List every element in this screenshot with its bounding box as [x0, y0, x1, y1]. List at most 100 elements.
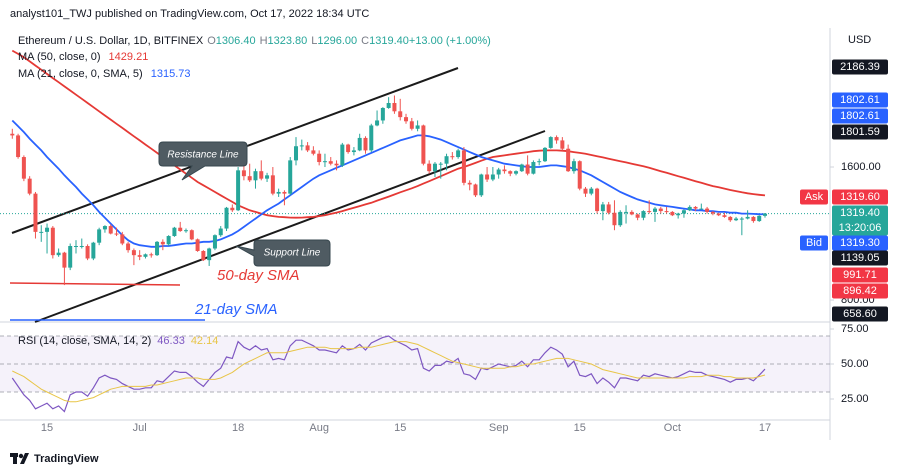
candle-body	[618, 211, 623, 226]
candle-body	[421, 125, 426, 164]
rsi-value: 46.33	[157, 335, 185, 347]
candle-body	[201, 250, 206, 261]
legend-line-50	[9, 282, 181, 286]
ohlc-key: L	[311, 35, 317, 47]
candle-body	[62, 252, 67, 268]
price-marker	[832, 124, 888, 140]
ma-value: 1429.21	[109, 51, 149, 63]
candle-body	[172, 227, 177, 237]
candle-body	[699, 208, 704, 210]
candle-body	[282, 191, 287, 194]
candle-body	[73, 246, 78, 248]
candle-body	[496, 169, 501, 175]
price-tag-label: Bid	[806, 237, 822, 249]
candle-body	[705, 208, 710, 212]
candle-body	[184, 230, 188, 232]
ma-name: MA (21, close, 0, SMA, 5)	[18, 68, 143, 80]
price-marker-label: 1802.61	[840, 110, 880, 122]
candle-body	[461, 150, 466, 183]
candle-body	[143, 254, 148, 257]
candle-body	[39, 231, 44, 233]
rsi-line	[12, 341, 766, 403]
candle-body	[502, 169, 507, 172]
ohlc-key: O	[207, 35, 216, 47]
candle-body	[131, 250, 136, 256]
candle-body	[207, 248, 212, 261]
candle-body	[525, 164, 530, 174]
candle-body	[432, 163, 437, 172]
candle-body	[670, 211, 675, 216]
candle-body	[380, 107, 385, 121]
rsi-tick-label: 75.00	[841, 323, 869, 335]
candle-body	[328, 161, 333, 164]
candle-body	[548, 137, 553, 148]
candle-body	[276, 191, 281, 194]
candle-body	[641, 211, 646, 218]
candle-body	[450, 156, 455, 158]
footer-brand: TradingView	[34, 453, 99, 465]
candle-body	[647, 211, 652, 213]
candle-body	[734, 218, 739, 221]
candle-body	[687, 206, 692, 211]
candle-body	[97, 229, 102, 243]
candle-body	[652, 208, 657, 212]
candle-body	[85, 246, 90, 259]
candle-body	[427, 163, 432, 172]
candle-body	[716, 213, 721, 216]
footer-bg	[0, 440, 900, 474]
candle-body	[56, 252, 61, 256]
price-marker-label: 1139.05	[841, 252, 880, 264]
x-tick-label: Jul	[133, 422, 147, 434]
logo	[10, 453, 29, 464]
candle-body	[612, 212, 617, 226]
candle-body	[456, 150, 461, 158]
publish-header: analyst101_TWJ published on TradingView.…	[10, 8, 369, 20]
candle-body	[589, 188, 594, 194]
ohlc-value: +13.00 (+1.00%)	[409, 35, 491, 47]
candle-body	[270, 175, 275, 194]
candle-body	[537, 161, 542, 163]
candle-body	[635, 214, 640, 218]
candle-body	[554, 137, 559, 141]
callout-box	[158, 141, 248, 181]
candle-body	[149, 254, 154, 256]
candle-body	[444, 156, 449, 164]
x-tick-label: Aug	[309, 422, 329, 434]
candle-body	[571, 161, 576, 172]
candle-body	[490, 174, 495, 180]
callout-text: Resistance Line	[167, 150, 239, 161]
ma-name: MA (50, close, 0)	[18, 51, 101, 63]
candle-body	[600, 204, 605, 212]
price-tag	[800, 189, 828, 205]
price-marker	[832, 235, 888, 251]
candle-body	[322, 161, 327, 163]
candle-body	[467, 182, 472, 185]
candle-body	[241, 170, 246, 177]
candle-body	[299, 145, 304, 147]
rsi-legend: RSI (14, close, SMA, 14, 2) 46.33 42.14	[18, 335, 218, 347]
candle-body	[508, 171, 513, 174]
rsi-value: 42.14	[191, 335, 219, 347]
callout-text: Support Line	[264, 248, 321, 259]
annotation-21: 21-day SMA	[194, 301, 278, 318]
price-tag	[800, 235, 828, 251]
ma-line	[11, 49, 766, 219]
candle-body	[739, 218, 744, 220]
candle-body	[351, 150, 356, 153]
candle-body	[288, 160, 293, 194]
candle-body	[606, 204, 611, 213]
candle-body	[751, 216, 756, 222]
candle-body	[624, 211, 629, 213]
x-tick-label: 17	[759, 422, 771, 434]
ohlc-value: 1319.40	[369, 35, 409, 47]
price-marker	[832, 283, 888, 299]
ohlc-key: C	[361, 35, 369, 47]
candle-body	[566, 148, 571, 172]
candle-body	[126, 243, 131, 251]
x-tick-label: 15	[394, 422, 406, 434]
candle-body	[10, 133, 15, 136]
rsi-tick-label: 50.00	[841, 358, 869, 370]
annotation-50: 50-day SMA	[217, 267, 300, 284]
candle-body	[681, 210, 686, 214]
price-marker-label: 1319.40	[840, 207, 880, 219]
